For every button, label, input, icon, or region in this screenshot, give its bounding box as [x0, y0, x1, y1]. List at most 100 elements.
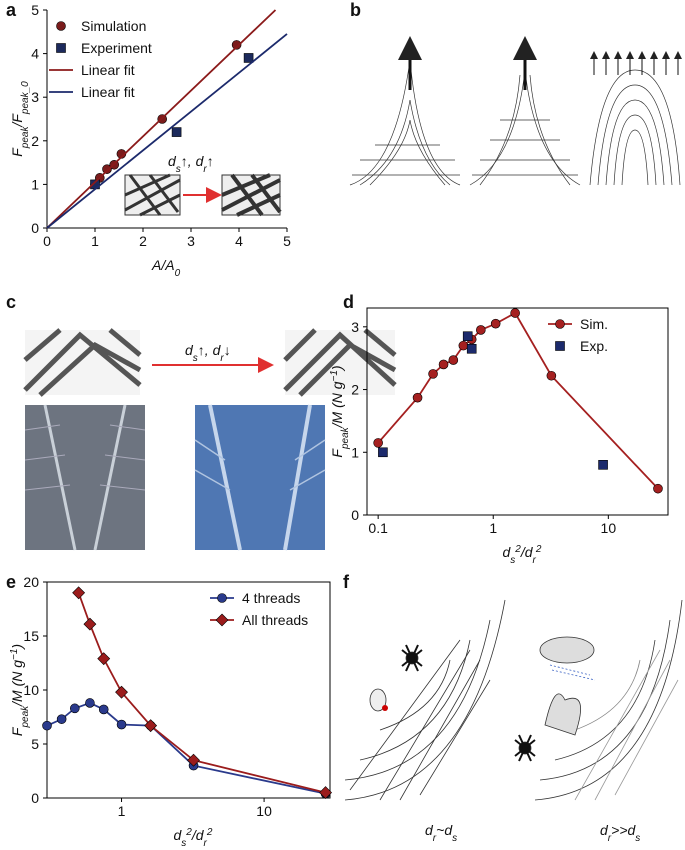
y-tick-label: 15 — [23, 628, 39, 644]
arrow-label-part: ↑, d — [198, 342, 222, 358]
x-axis-label-part: s — [510, 555, 515, 566]
x-axis-label-part: 2 — [185, 827, 192, 838]
inset-label-part: d — [168, 153, 177, 169]
x-axis-label-part: 2 — [206, 827, 213, 838]
marker — [373, 438, 383, 448]
marker — [510, 308, 520, 318]
marker — [72, 586, 86, 600]
marker — [97, 652, 111, 666]
x-axis-label-part: /d — [191, 827, 205, 843]
y-axis-label-part: peak — [20, 126, 31, 150]
legend-marker — [56, 21, 66, 31]
y-axis-label-part: −1 — [329, 370, 340, 381]
x-tick-label: 0.1 — [368, 520, 388, 536]
y-tick-label: 10 — [23, 682, 39, 698]
panel-letter: e — [6, 572, 16, 592]
series-line — [46, 9, 277, 229]
y-axis-label-part: ) — [9, 644, 25, 651]
web-label-part: r — [433, 833, 437, 844]
marker — [438, 359, 449, 370]
y-axis-label-part: /M (N g — [9, 660, 25, 707]
series-line — [46, 33, 288, 229]
inset-label-part: ↑, d — [181, 153, 205, 169]
arrow-label-part: s — [193, 353, 198, 364]
series-line — [46, 701, 326, 795]
y-tick-label: 3 — [351, 319, 359, 335]
web-label-part: >>d — [611, 822, 636, 838]
marker — [187, 753, 200, 767]
marker — [412, 392, 423, 403]
panel-letter: d — [343, 292, 354, 312]
marker — [243, 53, 254, 63]
panel-f-illustration — [344, 599, 683, 801]
x-axis-label-part: 2 — [514, 544, 521, 555]
x-axis-label: ds2/dr2 — [503, 544, 542, 566]
y-tick-label: 1 — [31, 176, 39, 192]
y-axis-label: Fpeak/M (N g−1) — [329, 365, 351, 457]
marker — [115, 685, 128, 699]
y-tick-label: 0 — [351, 507, 359, 523]
legend-label: Simulation — [81, 18, 146, 34]
x-tick-label: 1 — [489, 520, 497, 536]
marker — [428, 369, 438, 379]
x-axis-label-part: s — [181, 838, 186, 849]
marker — [98, 704, 109, 715]
x-axis-label-part: d — [503, 544, 512, 560]
y-axis-label-part: /M (N g — [329, 381, 345, 428]
x-tick-label: 2 — [139, 233, 147, 249]
legend-label: Linear fit — [81, 62, 135, 78]
marker — [319, 786, 333, 800]
x-tick-label: 1 — [91, 233, 99, 249]
arrow-label-part: ↓ — [224, 342, 231, 358]
panel-letter: b — [350, 0, 361, 20]
x-axis-label-part: d — [174, 827, 183, 843]
x-axis-label-part: r — [533, 555, 537, 566]
y-axis-label-part: F — [9, 147, 25, 157]
legend-marker — [217, 593, 227, 603]
marker — [171, 127, 182, 137]
x-axis-label-part: 2 — [535, 544, 542, 555]
x-axis-label-part: r — [204, 838, 208, 849]
panel-letter: f — [343, 572, 350, 592]
panel-c-illustration — [23, 328, 397, 551]
marker — [83, 617, 97, 631]
legend-label: Sim. — [580, 316, 608, 332]
y-axis-label-part: −1 — [9, 649, 20, 660]
marker — [466, 343, 477, 354]
marker — [231, 40, 242, 50]
y-axis-label-part: F — [329, 448, 345, 458]
y-axis-label-part: peak — [340, 426, 351, 450]
inset-label-part: s — [176, 164, 181, 175]
marker — [546, 370, 557, 381]
y-tick-label: 0 — [31, 220, 39, 236]
arrow-label-part: r — [220, 353, 224, 364]
arrow-label: ds↑, dr↓ — [185, 342, 231, 364]
x-tick-label: 3 — [187, 233, 195, 249]
x-axis-label: A/A0 — [151, 257, 181, 279]
y-tick-label: 1 — [351, 444, 359, 460]
marker — [476, 325, 486, 335]
marker — [458, 340, 469, 351]
legend-marker — [555, 319, 565, 329]
marker — [102, 164, 112, 174]
web-label: dr~ds — [425, 822, 457, 844]
plot-frame — [366, 307, 669, 516]
marker — [448, 355, 459, 365]
x-tick-label: 10 — [601, 520, 617, 536]
x-tick-label: 1 — [118, 803, 126, 819]
legend-label: Exp. — [580, 338, 608, 354]
y-tick-label: 20 — [23, 574, 39, 590]
marker — [378, 447, 388, 458]
marker — [462, 331, 473, 342]
y-tick-label: 2 — [31, 133, 39, 149]
panel-letter: a — [6, 0, 17, 20]
marker — [116, 719, 127, 730]
x-tick-label: 4 — [235, 233, 243, 249]
y-tick-label: 2 — [351, 382, 359, 398]
web-label-part: ~d — [436, 822, 453, 838]
y-axis-label: Fpeak/M (N g−1) — [9, 644, 31, 736]
inset-label-part: ↑ — [207, 153, 214, 169]
legend-marker — [215, 613, 229, 627]
legend-label: 4 threads — [242, 590, 300, 606]
